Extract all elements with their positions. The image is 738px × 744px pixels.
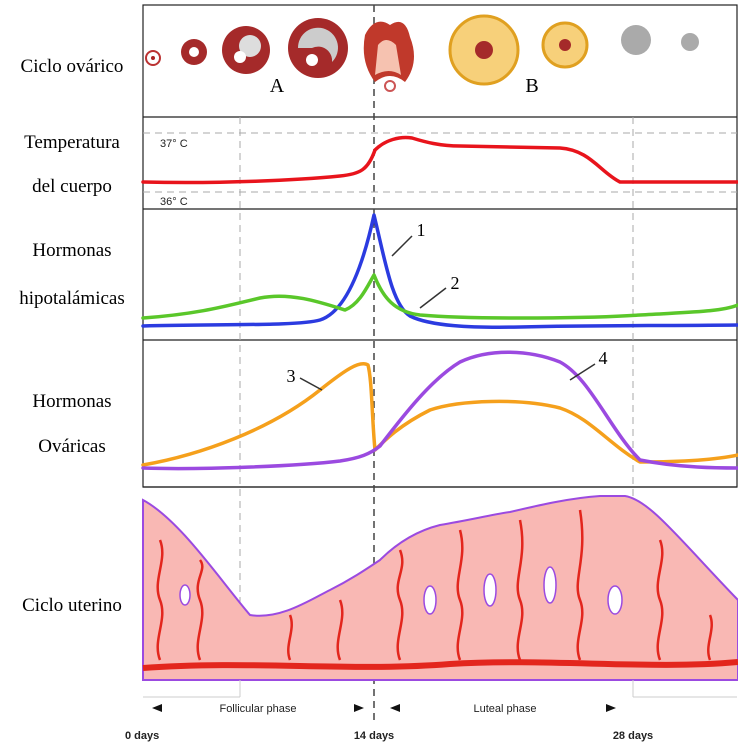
- label: Ciclo ovárico: [21, 56, 124, 77]
- label: hipotalámicas: [19, 288, 125, 309]
- label: 1: [417, 220, 426, 240]
- phase-bar: [143, 680, 737, 697]
- estrogen-curve: [143, 364, 738, 465]
- label: 3: [287, 366, 296, 386]
- label: 4: [599, 348, 608, 368]
- label: 36° C: [160, 196, 188, 208]
- temperature-curve: [143, 138, 738, 183]
- label: Luteal phase: [474, 703, 537, 715]
- label: 37° C: [160, 138, 188, 150]
- uterine-lining: [143, 496, 738, 680]
- label: Hormonas: [32, 391, 111, 412]
- label: A: [270, 75, 285, 97]
- label: Ciclo uterino: [22, 595, 122, 616]
- label: 0 days: [125, 730, 159, 742]
- label: Follicular phase: [219, 703, 296, 715]
- label: B: [525, 75, 538, 97]
- marker-leaders: [300, 236, 595, 390]
- ovarian-icons: [146, 16, 699, 91]
- label: Hormonas: [32, 240, 111, 261]
- label: 14 days: [354, 730, 394, 742]
- label: Ováricas: [38, 436, 106, 457]
- diagram: Ciclo ovárico Temperatura del cuerpo Hormon…: [0, 0, 738, 744]
- progesterone-curve: [143, 352, 738, 468]
- panels: [143, 5, 737, 487]
- label: del cuerpo: [32, 176, 112, 197]
- fsh-curve: [143, 275, 738, 318]
- label: 28 days: [613, 730, 653, 742]
- label: Temperatura: [24, 132, 120, 153]
- label: 2: [451, 273, 460, 293]
- lh-curve: [143, 215, 738, 327]
